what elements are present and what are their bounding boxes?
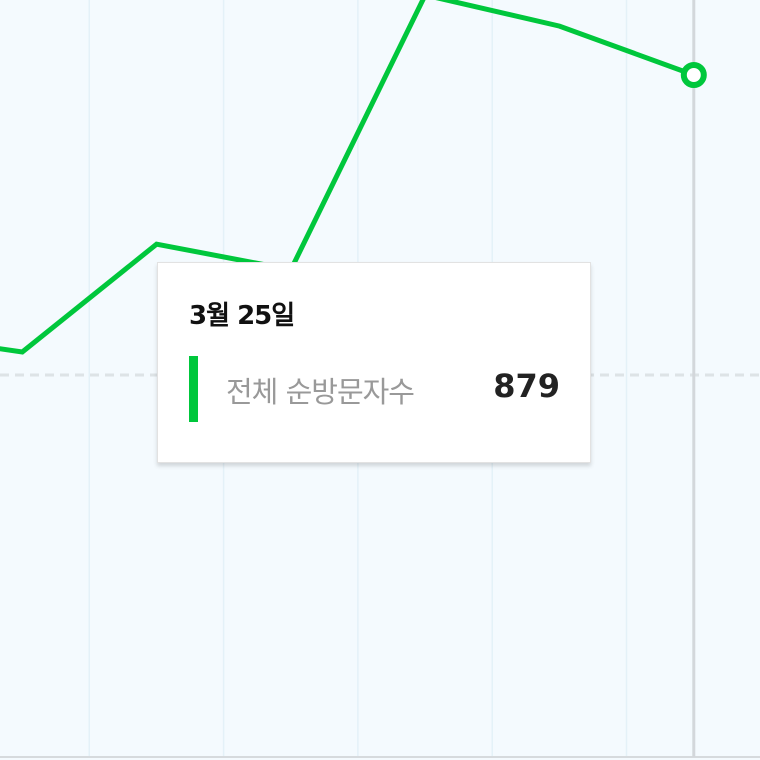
series-color-marker	[189, 356, 198, 422]
chart-tooltip: 3월 25일 전체 순방문자수 879	[157, 262, 591, 463]
tooltip-date: 3월 25일	[189, 301, 295, 331]
hovered-point	[680, 62, 707, 88]
tooltip-value: 879	[493, 367, 560, 405]
tooltip-series-label: 전체 순방문자수	[226, 375, 415, 409]
